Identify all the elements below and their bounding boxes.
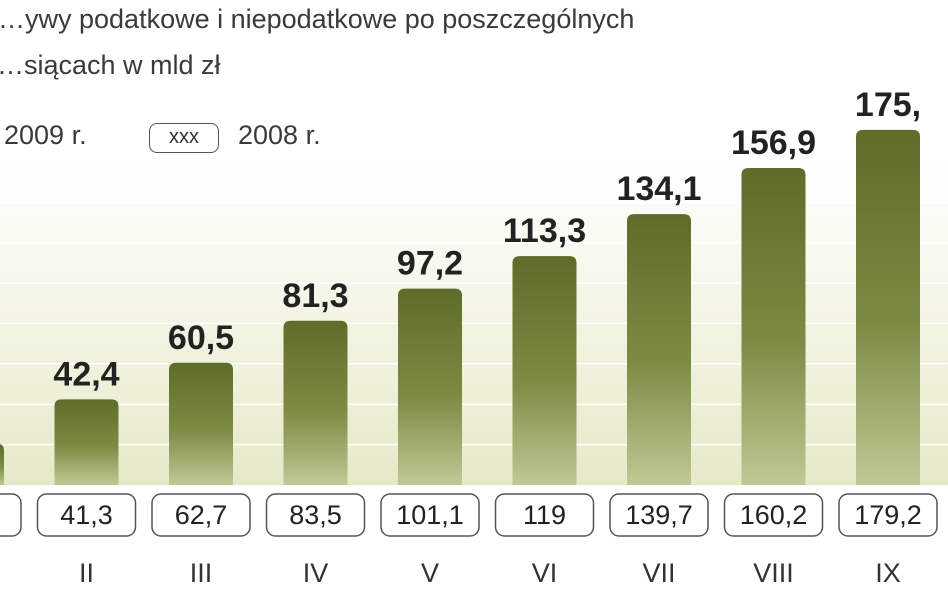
value-box-label: 101,1 [396, 500, 464, 530]
x-tick-label: II [79, 558, 94, 588]
value-box [265, 493, 366, 537]
plot-background [0, 160, 948, 485]
value-box-label: 160,2 [740, 500, 808, 530]
bar-value-label: 42,4 [53, 355, 119, 393]
value-box-label: 62,7 [175, 500, 228, 530]
bar-value-label: 113,3 [503, 212, 586, 250]
bar-III [169, 362, 233, 485]
value-box [838, 493, 938, 537]
bar-VI [512, 256, 577, 485]
value-box [0, 493, 22, 537]
value-box [36, 493, 137, 537]
bar-IV [283, 320, 348, 485]
value-box-label: 119 [523, 500, 566, 530]
bar-VIII [741, 168, 806, 485]
bar-I [0, 444, 4, 485]
legend-previous-year-swatch: xxx [149, 123, 219, 153]
value-box [609, 493, 709, 537]
bar-value-label: 81,3 [282, 277, 348, 315]
x-tick-label: VIII [753, 558, 794, 588]
legend-previous-year: 2008 r. [238, 120, 321, 150]
value-box-label: 41,3 [60, 500, 113, 530]
bars-2009 [0, 129, 920, 486]
value-box-label: 139,7 [625, 500, 693, 530]
x-tick-label: III [190, 558, 213, 588]
value-box-label: 83,5 [289, 500, 342, 530]
chart-title: …ywy podatkowe i niepodatkowe po poszcze… [0, 4, 635, 34]
legend-current-year: 2009 r. [4, 120, 87, 150]
value-box [494, 493, 595, 537]
value-box [151, 493, 251, 537]
chart-title-line2: …siącach w mld zł [0, 50, 221, 80]
bar-II [54, 399, 119, 485]
bar-value-label: 175, [855, 86, 921, 124]
value-box-label: 179,2 [854, 500, 922, 530]
bar-VII [627, 214, 691, 486]
bar-V [398, 288, 462, 485]
bar-IX [856, 129, 920, 485]
x-tick-label: VI [532, 558, 558, 588]
x-axis-tick-labels: IIIIIIIVVVIVIIVIIIIXX [79, 558, 901, 588]
bar-value-label: 97,2 [397, 245, 463, 283]
bar-value-label: 60,5 [168, 319, 234, 357]
value-box [723, 493, 824, 537]
bar-value-label: 156,9 [731, 124, 816, 162]
x-tick-label: VII [642, 558, 675, 588]
value-box [380, 493, 480, 537]
bar-value-label: 134,1 [616, 170, 701, 208]
x-tick-label: IX [875, 558, 901, 588]
x-tick-label: V [421, 558, 439, 588]
x-tick-label: IV [303, 558, 329, 588]
